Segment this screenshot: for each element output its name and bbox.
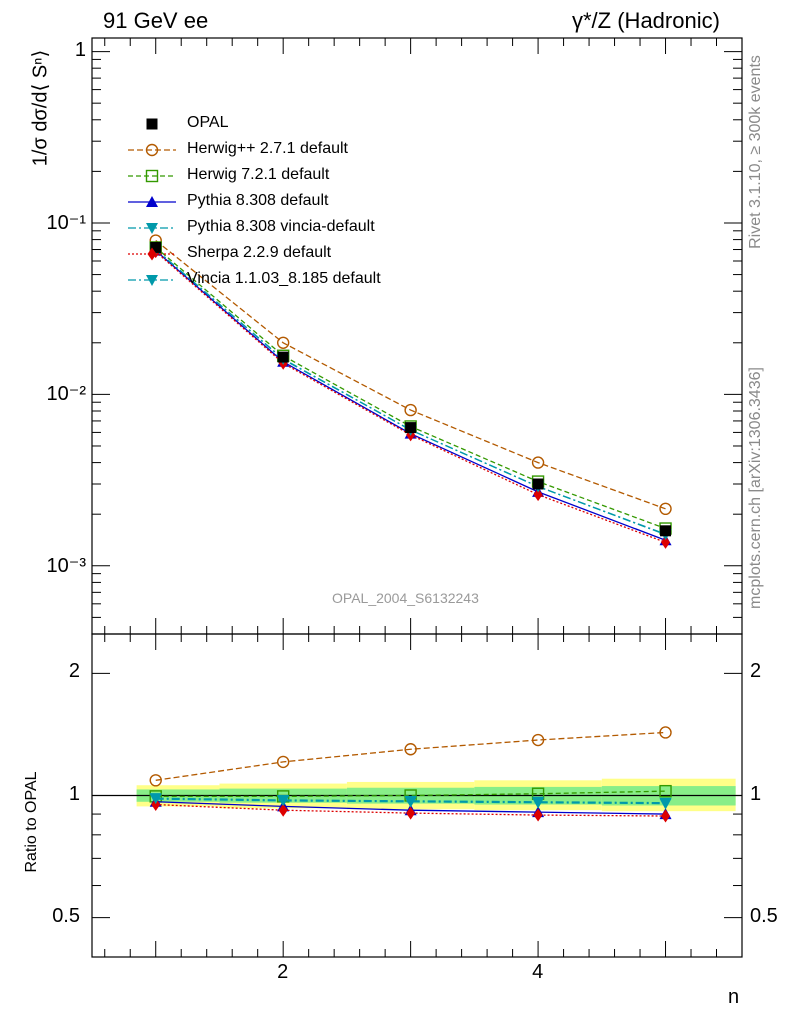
ratio-y-tick-label-right: 2 <box>750 660 762 683</box>
top-series-line <box>155 250 666 541</box>
legend-entry-label: OPAL <box>187 114 229 131</box>
ratio-data-point <box>659 797 672 809</box>
legend-marker <box>147 247 157 261</box>
top-series-line <box>155 240 666 510</box>
legend-entry-label: Pythia 8.308 default <box>187 192 329 209</box>
ratio-series-herwig-2-7-1-default <box>149 726 672 787</box>
ratio-data-point <box>404 743 417 756</box>
top-data-point <box>661 535 671 549</box>
top-data-point <box>659 502 672 516</box>
top-y-tick-label: 10⁻² <box>46 383 86 406</box>
ratio-data-point <box>151 798 161 812</box>
ratio-data-point <box>406 806 416 820</box>
top-y-axis-label: 1/σ dσ/d⟨ Sⁿ⟩ <box>29 49 52 167</box>
process-type-title: γ*/Z (Hadronic) <box>572 8 720 33</box>
ratio-data-point <box>533 808 543 822</box>
ratio-data-point <box>276 755 290 769</box>
ratio-data-point <box>659 784 672 798</box>
ratio-y-tick-label: 0.5 <box>52 904 80 927</box>
legend-entry-label: Sherpa 2.2.9 default <box>187 244 332 261</box>
ratio-y-tick-label-right: 0.5 <box>750 904 778 927</box>
ratio-data-point <box>149 774 162 787</box>
legend-entry-label: Herwig++ 2.7.1 default <box>187 140 348 157</box>
top-data-point <box>660 525 672 537</box>
top-series-opal <box>150 241 672 537</box>
ratio-data-point <box>278 803 288 817</box>
top-series-line <box>155 249 666 535</box>
ratio-y-axis-label: Ratio to OPAL <box>23 771 40 873</box>
top-data-point <box>405 422 417 434</box>
top-y-tick-label: 1 <box>74 38 86 61</box>
top-series-line <box>155 246 666 530</box>
top-data-point <box>531 456 545 469</box>
legend-entry-label: Herwig 7.2.1 default <box>187 166 330 183</box>
legend-marker <box>145 143 159 157</box>
analysis-watermark: OPAL_2004_S6132243 <box>332 590 479 606</box>
ratio-y-tick-label: 1 <box>68 782 80 805</box>
ratio-series-vincia-1-1-03-8-185-default <box>149 793 672 809</box>
x-axis-label: n <box>728 986 740 1008</box>
ratio-series-sherpa-2-2-9-default <box>151 798 671 823</box>
legend-marker <box>145 169 159 183</box>
ratio-data-point <box>659 726 672 739</box>
top-data-point <box>150 241 162 253</box>
legend-marker <box>146 196 158 207</box>
ratio-data-point <box>149 793 162 805</box>
legend-marker <box>146 223 158 234</box>
ratio-data-point <box>404 795 417 807</box>
ratio-series-line <box>155 798 666 805</box>
ratio-data-point <box>661 809 671 823</box>
top-series-herwig-2-7-1-default <box>149 234 672 516</box>
ratio-data-point <box>277 794 290 806</box>
ratio-series-line <box>155 731 666 781</box>
top-series-line <box>155 251 666 543</box>
ratio-series-line <box>155 797 666 804</box>
top-series-sherpa-2-2-9-default <box>151 245 671 549</box>
process-title: 91 GeV ee <box>103 8 209 33</box>
ratio-series-line <box>155 803 666 817</box>
mcplots-reference-note: mcplots.cern.ch [arXiv:1306.3436] <box>747 367 764 609</box>
top-data-point <box>276 336 290 349</box>
x-tick-label: 4 <box>532 961 544 983</box>
ratio-y-tick-label-right: 1 <box>750 782 762 805</box>
ratio-series-line <box>155 790 666 798</box>
top-series-pythia-8-308-vincia-default <box>149 244 672 541</box>
top-y-ticks <box>92 51 742 635</box>
legend-entry-label: Pythia 8.308 vincia-default <box>187 218 375 235</box>
top-series-vincia-1-1-03-8-185-default <box>149 244 672 541</box>
top-y-tick-label: 10⁻³ <box>46 554 86 577</box>
legend-marker <box>146 275 158 286</box>
top-series-line <box>155 249 666 536</box>
ratio-data-point <box>531 733 545 747</box>
ratio-y-tick-label: 2 <box>68 660 80 683</box>
top-data-point <box>533 488 543 502</box>
legend <box>128 118 176 286</box>
legend-entry-label: Vincia 1.1.03_8.185 default <box>187 270 381 287</box>
x-tick-label: 2 <box>277 961 289 983</box>
top-series-pythia-8-308-default <box>149 244 672 546</box>
ratio-data-point <box>532 796 545 808</box>
x-ticks <box>104 38 718 957</box>
top-data-point <box>277 351 289 363</box>
top-data-point <box>532 478 544 490</box>
legend-marker <box>146 118 158 130</box>
ratio-y-ticks <box>92 672 742 958</box>
top-data-point <box>404 403 417 417</box>
rivet-version-note: Rivet 3.1.10, ≥ 300k events <box>747 55 764 249</box>
top-y-tick-label: 10⁻¹ <box>46 211 86 234</box>
